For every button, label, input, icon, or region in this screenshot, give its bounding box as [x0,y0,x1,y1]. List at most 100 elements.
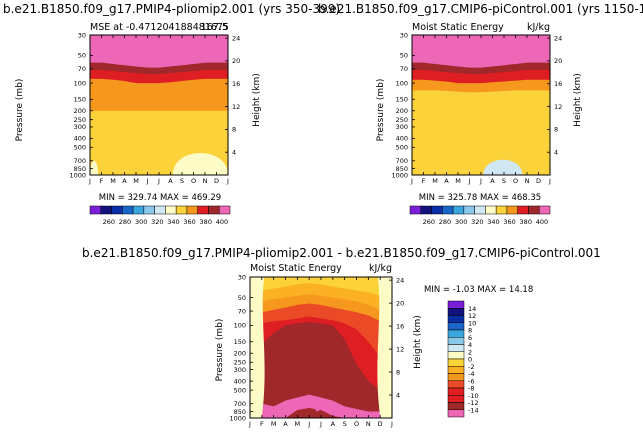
x-tick-label: A [283,420,288,428]
legend-label: 340 [167,218,179,226]
legend-swatch [143,205,155,215]
legend-label: -10 [468,392,479,400]
x-tick-label: F [422,177,426,185]
legend-label: -14 [468,406,479,414]
panel2-plot: J F M A M J J A S O N D J305070100150200250300400500… [391,31,562,185]
legend-swatch [175,205,188,215]
legend-swatch [447,308,465,316]
contour-band-14 [250,408,392,418]
x-tick-label: M [455,177,461,185]
y-tick-label: 400 [396,135,408,143]
height-tick-label: 4 [554,148,558,156]
x-tick-label: S [180,177,184,185]
legend-swatch [154,205,166,215]
y-tick-label: 150 [74,96,86,104]
legend-label: 360 [183,218,195,226]
panel3-left-label: Moist Static Energy [250,263,342,274]
x-tick-label: A [331,420,336,428]
y-tick-label: 70 [78,65,86,73]
height-tick-label: 20 [554,57,562,65]
legend-swatch [447,344,465,352]
y-tick-label: 100 [74,79,86,87]
legend-label: 280 [439,218,451,226]
legend-swatch [447,315,465,323]
x-tick-label: M [110,177,116,185]
panel1-stats: MIN = 329.74 MAX = 469.29 [99,193,221,203]
x-tick-label: D [214,177,219,185]
x-tick-label: J [307,420,310,428]
panel2-ylabel-right: Height (km) [573,73,583,127]
legend-swatch [517,205,529,215]
panel3-ylabel: Pressure (mb) [215,319,225,382]
y-tick-label: 300 [234,366,246,374]
legend-label: 300 [455,218,467,226]
panel1-right-label: 167.5 [201,22,228,33]
y-tick-label: 1000 [391,171,408,179]
contour-band-400 [412,35,550,68]
legend-swatch [447,300,465,309]
x-tick-label: M [432,177,438,185]
legend-label: 400 [536,218,548,226]
legend-swatch [447,395,465,403]
height-tick-label: 8 [396,368,400,376]
legend-swatch [447,373,465,381]
x-tick-label: J [88,177,91,185]
legend-swatch [165,205,177,215]
height-tick-label: 20 [232,57,240,65]
y-tick-label: 500 [234,386,246,394]
y-tick-label: 700 [234,400,246,408]
x-tick-label: F [100,177,104,185]
x-tick-label: J [248,420,251,428]
y-tick-label: 70 [238,307,246,315]
x-tick-label: N [525,177,530,185]
panel2-title: b.e21.B1850.f09_g17.CMIP6-piControl.001 … [318,2,643,16]
panel3-plot: J F M A M J J A S O N D J305070100150200250300400500… [229,273,404,428]
legend-swatch [452,205,465,215]
panel1-ylabel-right: Height (km) [252,73,262,127]
legend-swatch [111,205,123,215]
panel3-title: b.e21.B1850.f09_g17.PMIP4-pliomip2.001 -… [82,246,601,260]
contour-band-400 [90,35,228,68]
y-tick-label: 300 [396,123,408,131]
x-tick-label: M [295,420,301,428]
legend-swatch [431,205,443,215]
height-tick-label: 16 [396,322,404,330]
x-tick-label: J [146,177,149,185]
legend-label: 380 [520,218,532,226]
legend-label: 4 [468,341,472,349]
y-tick-label: 50 [400,52,408,60]
height-tick-label: 20 [396,299,404,307]
height-tick-label: 12 [396,345,404,353]
legend-swatch [495,205,508,215]
y-tick-label: 100 [234,322,246,330]
y-tick-label: 500 [74,144,86,152]
y-tick-label: 700 [74,157,86,165]
x-tick-label: J [468,177,471,185]
legend-swatch [186,205,198,215]
panel3-right-label: kJ/kg [369,263,392,274]
x-tick-label: F [260,420,264,428]
y-tick-label: 30 [238,273,246,281]
low-region-0 [250,277,265,418]
legend-label: -4 [468,370,474,378]
legend-swatch [122,205,134,215]
y-tick-label: 150 [396,96,408,104]
y-tick-label: 150 [234,338,246,346]
y-tick-label: 250 [234,359,246,367]
legend-swatch [442,205,454,215]
legend-swatch [447,366,465,374]
legend-swatch [197,205,209,215]
panel1-title: b.e21.B1850.f09_g17.PMIP4-pliomip2.001 (… [3,2,340,16]
legend-swatch [447,402,465,410]
legend-label: 320 [471,218,483,226]
x-tick-label: J [479,177,482,185]
x-tick-label: J [410,177,413,185]
legend-swatch [409,205,422,215]
legend-swatch [528,205,540,215]
y-tick-label: 400 [74,135,86,143]
legend-swatch [447,358,465,367]
legend-label: 260 [423,218,435,226]
height-tick-label: 12 [554,103,562,111]
legend-swatch [447,351,465,360]
